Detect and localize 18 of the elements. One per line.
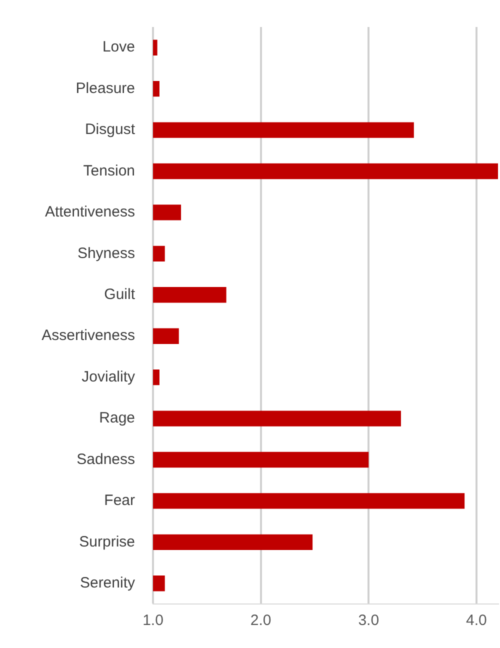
x-tick-label: 1.0 <box>142 612 164 630</box>
y-tick-label: Rage <box>99 410 135 427</box>
y-tick-label: Attentiveness <box>44 204 135 221</box>
x-tick-label: 2.0 <box>250 612 272 630</box>
x-tick-label: 4.0 <box>466 612 487 630</box>
y-tick-label: Joviality <box>82 368 136 386</box>
y-tick-label: Surprise <box>79 533 135 550</box>
x-tick-label: 3.0 <box>358 612 380 630</box>
y-tick-label: Serenity <box>80 574 136 592</box>
y-tick-label: Disgust <box>84 121 136 138</box>
y-tick-label: Fear <box>104 492 136 510</box>
y-tick-label: Love <box>102 38 135 56</box>
y-tick-label: Sadness <box>76 450 135 468</box>
y-tick-label: Pleasure <box>76 80 135 97</box>
y-tick-label: Tension <box>83 162 135 180</box>
y-tick-label: Guilt <box>104 286 136 304</box>
y-tick-label: Shyness <box>77 244 135 262</box>
y-tick-label: Assertiveness <box>42 327 135 344</box>
